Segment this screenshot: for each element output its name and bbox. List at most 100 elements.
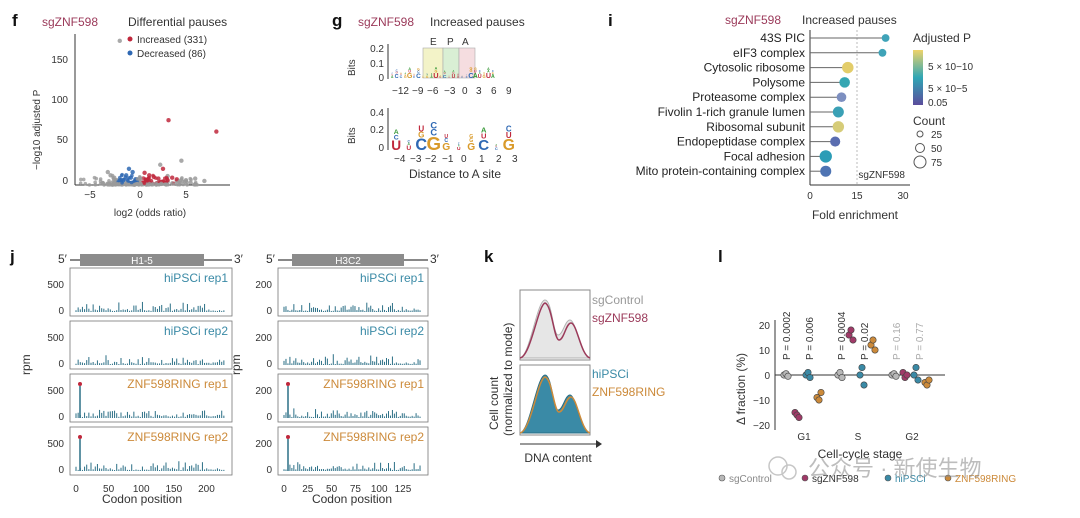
j-ytick-1: 200 (255, 386, 272, 397)
j-ytick-1: 200 (255, 280, 272, 291)
g-bottom-xtick-7: 3 (512, 154, 518, 165)
i-dot-7 (830, 136, 841, 147)
logo-letter: G (435, 69, 438, 73)
l-ytick-neg20: −20 (753, 421, 770, 432)
g-bottom-xtick-2: −2 (425, 154, 437, 165)
l-xlabel: Cell-cycle stage (818, 447, 903, 461)
logo-letter: C (430, 120, 437, 130)
logo-letter: U (486, 72, 491, 80)
logo-letter: C (466, 76, 468, 79)
logo-letter: G (469, 69, 472, 73)
j-ytick-1: 200 (255, 439, 272, 450)
f-point-0-1 (105, 169, 111, 175)
j-ytick-1: 200 (255, 333, 272, 344)
panel-g-gene: sgZNF598 (358, 15, 414, 29)
j-xtick: 100 (371, 484, 388, 495)
l-legend-hipsci: hiPSCi (895, 474, 926, 485)
f-point-1-3 (142, 170, 147, 176)
l-point-1-0-2 (795, 413, 803, 421)
j-xtick: 25 (302, 484, 314, 495)
g-bottom-ytick-0.2: 0.2 (370, 125, 384, 136)
i-category-9: Mito protein-containing complex (636, 164, 805, 178)
logo-letter: A (479, 71, 481, 75)
logo-letter: G (469, 66, 472, 70)
legend-decreased-label: Decreased (86) (137, 49, 206, 60)
logo-letter: U (392, 74, 394, 76)
legend-increased-label: Increased (331) (137, 35, 207, 46)
k-legend-ring: ZNF598RING (592, 385, 665, 399)
f-point-0-15 (193, 176, 198, 181)
k-legend-sgznf598: sgZNF598 (592, 311, 648, 325)
f-cloud-point (141, 176, 146, 180)
j-track-label-1-0: hiPSCi rep1 (360, 271, 424, 285)
logo-letter: G (469, 138, 473, 144)
j-track-frame-0-2 (69, 373, 233, 423)
l-point-2-2-1 (912, 363, 920, 371)
logo-letter: G (426, 133, 441, 154)
logo-letter: C (394, 134, 399, 141)
k-xlabel: DNA content (524, 451, 592, 465)
logo-letter: U (444, 72, 446, 75)
f-point-2-1 (130, 169, 135, 175)
logo-letter: C (461, 77, 463, 79)
g-bottom-bits-label: Bits (347, 127, 358, 144)
logo-letter: U (453, 72, 455, 75)
l-point-2-2-0 (910, 371, 918, 379)
f-cloud-point (151, 173, 155, 178)
logo-letter: U (448, 77, 450, 79)
g-top-logo: AUCCUCCUGGGAGUACUGCCGGGGGACACAUGAUAGCUAU… (391, 66, 495, 80)
l-point-2-1-1 (858, 363, 866, 371)
f-cloud-point (151, 181, 155, 186)
j-right-5prime: 5′ (266, 252, 276, 266)
f-cloud-point (81, 177, 86, 182)
panel-j-letter: j (9, 247, 15, 266)
f-xtick-0: 0 (137, 190, 143, 201)
i-dot-9 (820, 165, 832, 177)
watermark: 公众号 · 新使生物 (768, 456, 982, 481)
i-dot-8 (819, 150, 832, 163)
i-x-label: Fold enrichment (812, 208, 899, 222)
g-bottom-ytick-0.4: 0.4 (370, 108, 384, 119)
logo-letter: U (452, 74, 456, 80)
j-ytick-0: 0 (58, 465, 64, 476)
j-right-gene-box (292, 254, 404, 266)
l-pvalue-2: P = 0.0004 (837, 311, 848, 360)
i-category-0: 43S PIC (760, 31, 805, 45)
logo-letter: A (458, 144, 460, 147)
logo-letter: G (483, 72, 485, 74)
i-legend-title: Adjusted P (913, 31, 971, 45)
j-xtick: 50 (103, 484, 115, 495)
logo-letter: A (408, 67, 411, 71)
g-top-ytick-0.2: 0.2 (370, 44, 384, 55)
logo-letter: G (467, 142, 475, 153)
g-top-xtick-1: −9 (412, 86, 424, 97)
f-cloud-point (195, 183, 199, 187)
j-xtick: 100 (133, 484, 150, 495)
f-cloud-point (87, 183, 92, 187)
g-top-xtick-0: −12 (392, 86, 409, 97)
logo-letter: A (453, 70, 455, 73)
f-cloud-point (79, 177, 83, 182)
k-legend-sgcontrol: sgControl (592, 293, 643, 307)
k-arrow-head-icon (596, 440, 602, 448)
logo-letter: U (481, 131, 486, 140)
i-count-dot-25 (916, 130, 924, 138)
g-top-xtick-3: −3 (444, 86, 456, 97)
f-point-0-23 (188, 180, 193, 185)
g-bottom-xtick-3: −1 (442, 154, 454, 165)
j-track-label-0-0: hiPSCi rep1 (164, 271, 228, 285)
g-top-xtick-2: −6 (427, 86, 439, 97)
logo-letter: C (443, 74, 447, 80)
i-color-bar (913, 50, 923, 105)
j-ytick-0: 0 (266, 306, 272, 317)
logo-letter: G (414, 74, 415, 76)
l-stage-s: S (855, 432, 862, 443)
l-point-1-2-2 (903, 371, 911, 379)
logo-letter: C (427, 74, 429, 76)
j-left-xlabel: Codon position (102, 492, 182, 506)
logo-letter: A (394, 129, 399, 136)
logo-letter: A (473, 73, 478, 80)
